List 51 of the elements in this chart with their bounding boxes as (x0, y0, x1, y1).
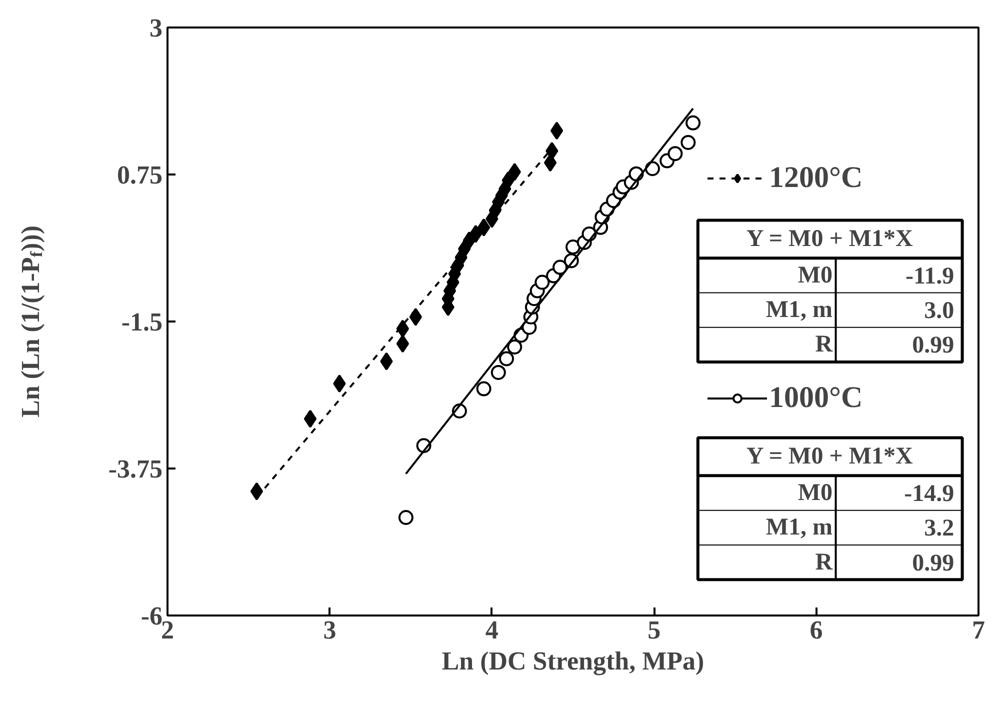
y-tick-label: -6 (140, 602, 163, 630)
annotation: 0.99 (912, 332, 954, 359)
annotation: 3.0 (924, 298, 954, 324)
point (686, 115, 701, 130)
point (680, 135, 696, 150)
annotation: M1, m (766, 297, 833, 324)
point (398, 510, 414, 525)
legend-label: 1000°C (769, 381, 863, 415)
point (566, 240, 580, 255)
point (490, 364, 506, 380)
x-tick-label: 7 (972, 616, 985, 644)
point (477, 218, 490, 236)
point (502, 171, 514, 190)
annotation: 0.99 (912, 550, 954, 576)
x-tick-label: 4 (485, 616, 498, 644)
point (534, 274, 550, 290)
point (396, 320, 410, 338)
x-tick-label: 2 (161, 616, 174, 644)
annotation: M0 (798, 480, 833, 506)
annotation: M0 (798, 262, 833, 288)
y-tick-label: -3.75 (108, 454, 163, 484)
point (333, 374, 346, 393)
annotation: -14.9 (904, 481, 954, 507)
annotation: 3.2 (924, 516, 954, 542)
point (508, 162, 521, 181)
annotation: Y = M0 + M1*X (746, 444, 914, 470)
annotation: Y = M0 + M1*X (746, 226, 914, 252)
x-tick-label: 5 (648, 616, 661, 644)
point (476, 381, 492, 396)
point (409, 308, 422, 326)
annotation: R (815, 549, 834, 576)
point (499, 351, 514, 366)
point (250, 482, 264, 500)
point (304, 410, 317, 428)
point (507, 339, 522, 354)
annotation: R (815, 332, 834, 358)
x-axis-title: Ln (DC Strength, MPa) (442, 646, 704, 676)
point (380, 352, 393, 370)
x-tick-label: 6 (810, 616, 823, 644)
y-tick-label: -1.5 (121, 308, 163, 336)
legend-label: 1200°C (769, 161, 863, 195)
y-tick-label: 0.75 (117, 160, 162, 190)
point (546, 142, 558, 160)
point (396, 334, 410, 353)
y-tick-label: 3 (150, 14, 162, 42)
point (668, 146, 683, 162)
x-tick-label: 3 (323, 616, 336, 644)
point (550, 122, 564, 140)
y-axis-title: Ln (Ln (1/(1-Pf))) (16, 226, 46, 418)
annotation: M1, m (766, 514, 833, 541)
annotation: -11.9 (906, 263, 954, 290)
